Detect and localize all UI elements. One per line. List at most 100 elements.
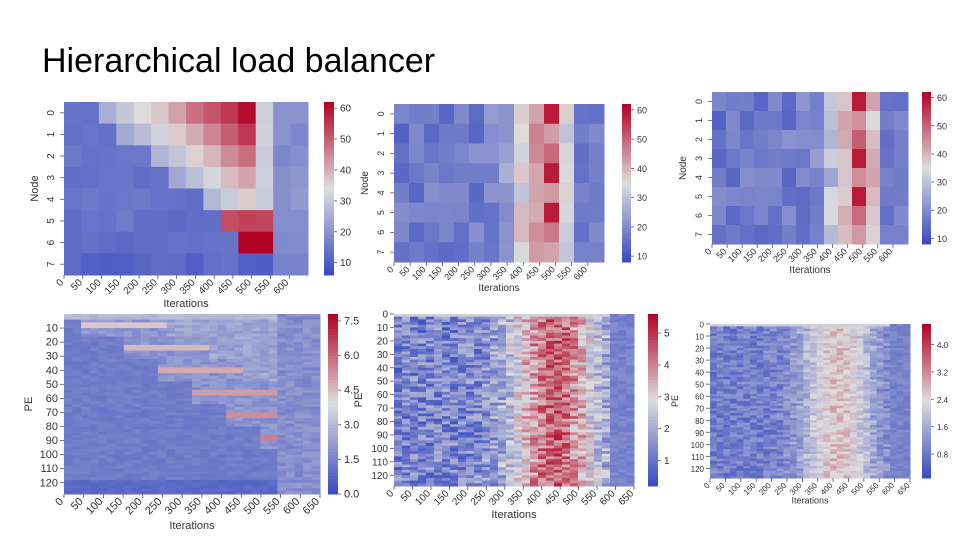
heatmap-cell: [782, 92, 797, 112]
heatmap-cell: [756, 338, 764, 342]
heatmap-cell: [790, 326, 798, 330]
heatmap-cell: [140, 482, 150, 487]
heatmap-cell: [514, 383, 523, 388]
heatmap-cell: [530, 346, 539, 350]
heatmap-cell: [72, 364, 82, 368]
heatmap-cell: [140, 471, 150, 475]
heatmap-cell: [149, 316, 159, 321]
heatmap-cell: [538, 389, 547, 393]
heatmap-cell: [586, 429, 595, 433]
heatmap-cell: [466, 429, 475, 433]
heatmap-cell: [498, 464, 507, 468]
heatmap-cell: [756, 328, 764, 332]
heatmap-cell: [220, 210, 239, 233]
heatmap-cell: [418, 359, 427, 363]
heatmap-cell: [418, 335, 427, 339]
heatmap-cell: [586, 467, 595, 471]
heatmap-cell: [98, 339, 108, 343]
heatmap-cell: [410, 332, 419, 336]
heatmap-cell: [626, 381, 635, 385]
heatmap-cell: [570, 348, 579, 353]
heatmap-cell: [442, 375, 451, 379]
heatmap-cell: [602, 410, 611, 414]
heatmap-cell: [268, 477, 278, 481]
heatmap-cell: [268, 339, 278, 343]
heatmap-cell: [183, 491, 193, 495]
heatmap-cell: [192, 471, 202, 475]
heatmap-cell: [98, 477, 108, 481]
heatmap-cell: [426, 375, 435, 379]
colorbar-segment: [328, 419, 338, 423]
heatmap-cell: [602, 319, 611, 323]
heatmap-cell: [810, 324, 818, 327]
heatmap-cell: [482, 386, 491, 390]
heatmap-cell: [277, 381, 287, 385]
heatmap-cell: [776, 326, 784, 330]
heatmap-cell: [200, 361, 210, 366]
heatmap-cell: [174, 451, 184, 456]
x-tick-label: 450: [215, 277, 235, 297]
heatmap-cell: [251, 364, 261, 368]
heatmap-cell: [394, 357, 403, 361]
heatmap-cell: [72, 460, 82, 464]
heatmap-cell: [546, 408, 555, 412]
heatmap-cell: [174, 485, 184, 489]
colorbar-segment: [324, 176, 334, 181]
heatmap-cell: [514, 357, 523, 361]
heatmap-cell: [123, 420, 133, 425]
heatmap-cell: [277, 440, 287, 444]
heatmap-cell: [89, 468, 99, 472]
heatmap-cell: [243, 491, 253, 495]
heatmap-cell: [81, 336, 91, 340]
heatmap-cell: [123, 485, 133, 489]
heatmap-cell: [402, 319, 411, 323]
heatmap-cell: [294, 474, 304, 478]
heatmap-cell: [484, 143, 500, 164]
heatmap-cell: [89, 384, 99, 388]
heatmap-cell: [618, 443, 627, 447]
heatmap-cell: [426, 335, 435, 339]
heatmap-cell: [133, 123, 152, 146]
heatmap-cell: [132, 370, 142, 374]
heatmap-cell: [626, 448, 635, 452]
heatmap-cell: [803, 338, 811, 342]
heatmap-cell: [442, 322, 451, 326]
heatmap-cell: [132, 353, 142, 357]
heatmap-cell: [474, 480, 483, 484]
heatmap-cell: [594, 451, 603, 455]
heatmap-cell: [260, 418, 270, 422]
colorbar-segment: [648, 483, 658, 487]
heatmap-cell: [866, 92, 881, 112]
heatmap-cell: [217, 471, 227, 475]
heatmap-cell: [166, 395, 176, 399]
heatmap-cell: [522, 389, 531, 393]
heatmap-cell: [183, 344, 193, 349]
heatmap-cell: [710, 331, 718, 335]
heatmap-cell: [81, 364, 91, 368]
heatmap-cell: [490, 461, 499, 465]
heatmap-cell: [586, 373, 595, 377]
heatmap-cell: [98, 361, 108, 366]
heatmap-cell: [442, 424, 451, 428]
heatmap-cell: [498, 448, 507, 452]
heatmap-cell: [260, 409, 270, 413]
heatmap-cell: [115, 395, 125, 399]
heatmap-cell: [106, 434, 116, 439]
heatmap-cell: [723, 324, 731, 327]
colorbar-segment: [648, 334, 658, 338]
heatmap-cell: [490, 456, 499, 460]
heatmap-cell: [602, 397, 611, 401]
heatmap-cell: [123, 361, 133, 366]
heatmap-cell: [843, 336, 851, 339]
heatmap-cell: [442, 477, 451, 482]
colorbar-tick-label: 2: [664, 424, 670, 435]
heatmap-cell: [302, 443, 312, 447]
heatmap-cell: [426, 327, 435, 331]
colorbar-segment: [922, 218, 931, 222]
heatmap-cell: [226, 423, 236, 427]
heatmap-cell: [836, 324, 844, 327]
heatmap-cell: [234, 406, 244, 411]
heatmap-cell: [234, 401, 244, 405]
y-tick-label: 0: [694, 99, 704, 104]
heatmap-cell: [594, 461, 603, 465]
